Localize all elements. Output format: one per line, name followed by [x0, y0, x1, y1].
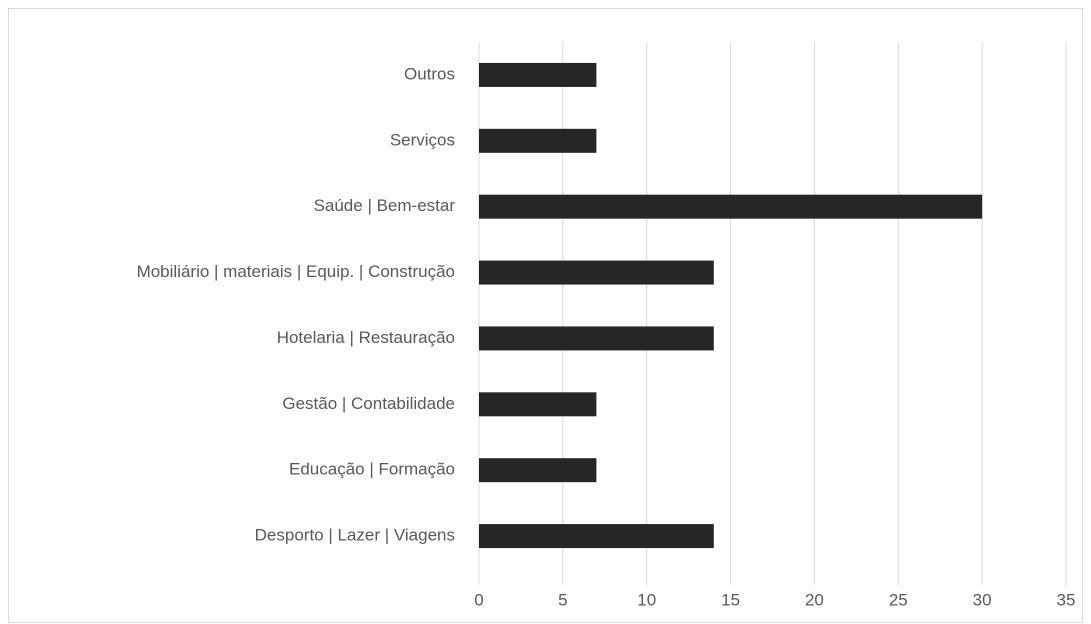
y-tick-label: Saúde | Bem-estar [314, 196, 456, 215]
bar [479, 62, 597, 87]
y-tick-label: Mobiliário | materiais | Equip. | Constr… [137, 262, 455, 281]
x-tick-label: 10 [637, 590, 656, 609]
x-tick-label: 30 [973, 590, 992, 609]
bar [479, 458, 597, 483]
x-tick-label: 15 [721, 590, 740, 609]
x-tick-label: 0 [474, 590, 483, 609]
y-tick-label: Serviços [390, 130, 455, 149]
y-tick-label: Desporto | Lazer | Viagens [255, 526, 455, 545]
chart-border [8, 8, 1083, 623]
bar [479, 524, 714, 549]
y-tick-label: Educação | Formação [289, 460, 455, 479]
x-tick-label: 35 [1057, 590, 1076, 609]
bar [479, 128, 597, 153]
y-tick-label: Gestão | Contabilidade [282, 394, 455, 413]
y-tick-label: Hotelaria | Restauração [277, 328, 455, 347]
y-tick-label: Outros [404, 64, 455, 83]
bar [479, 194, 983, 219]
x-tick-label: 5 [558, 590, 567, 609]
x-tick-label: 20 [805, 590, 824, 609]
x-tick-label: 25 [889, 590, 908, 609]
bar [479, 326, 714, 351]
bar [479, 260, 714, 285]
bar [479, 392, 597, 417]
